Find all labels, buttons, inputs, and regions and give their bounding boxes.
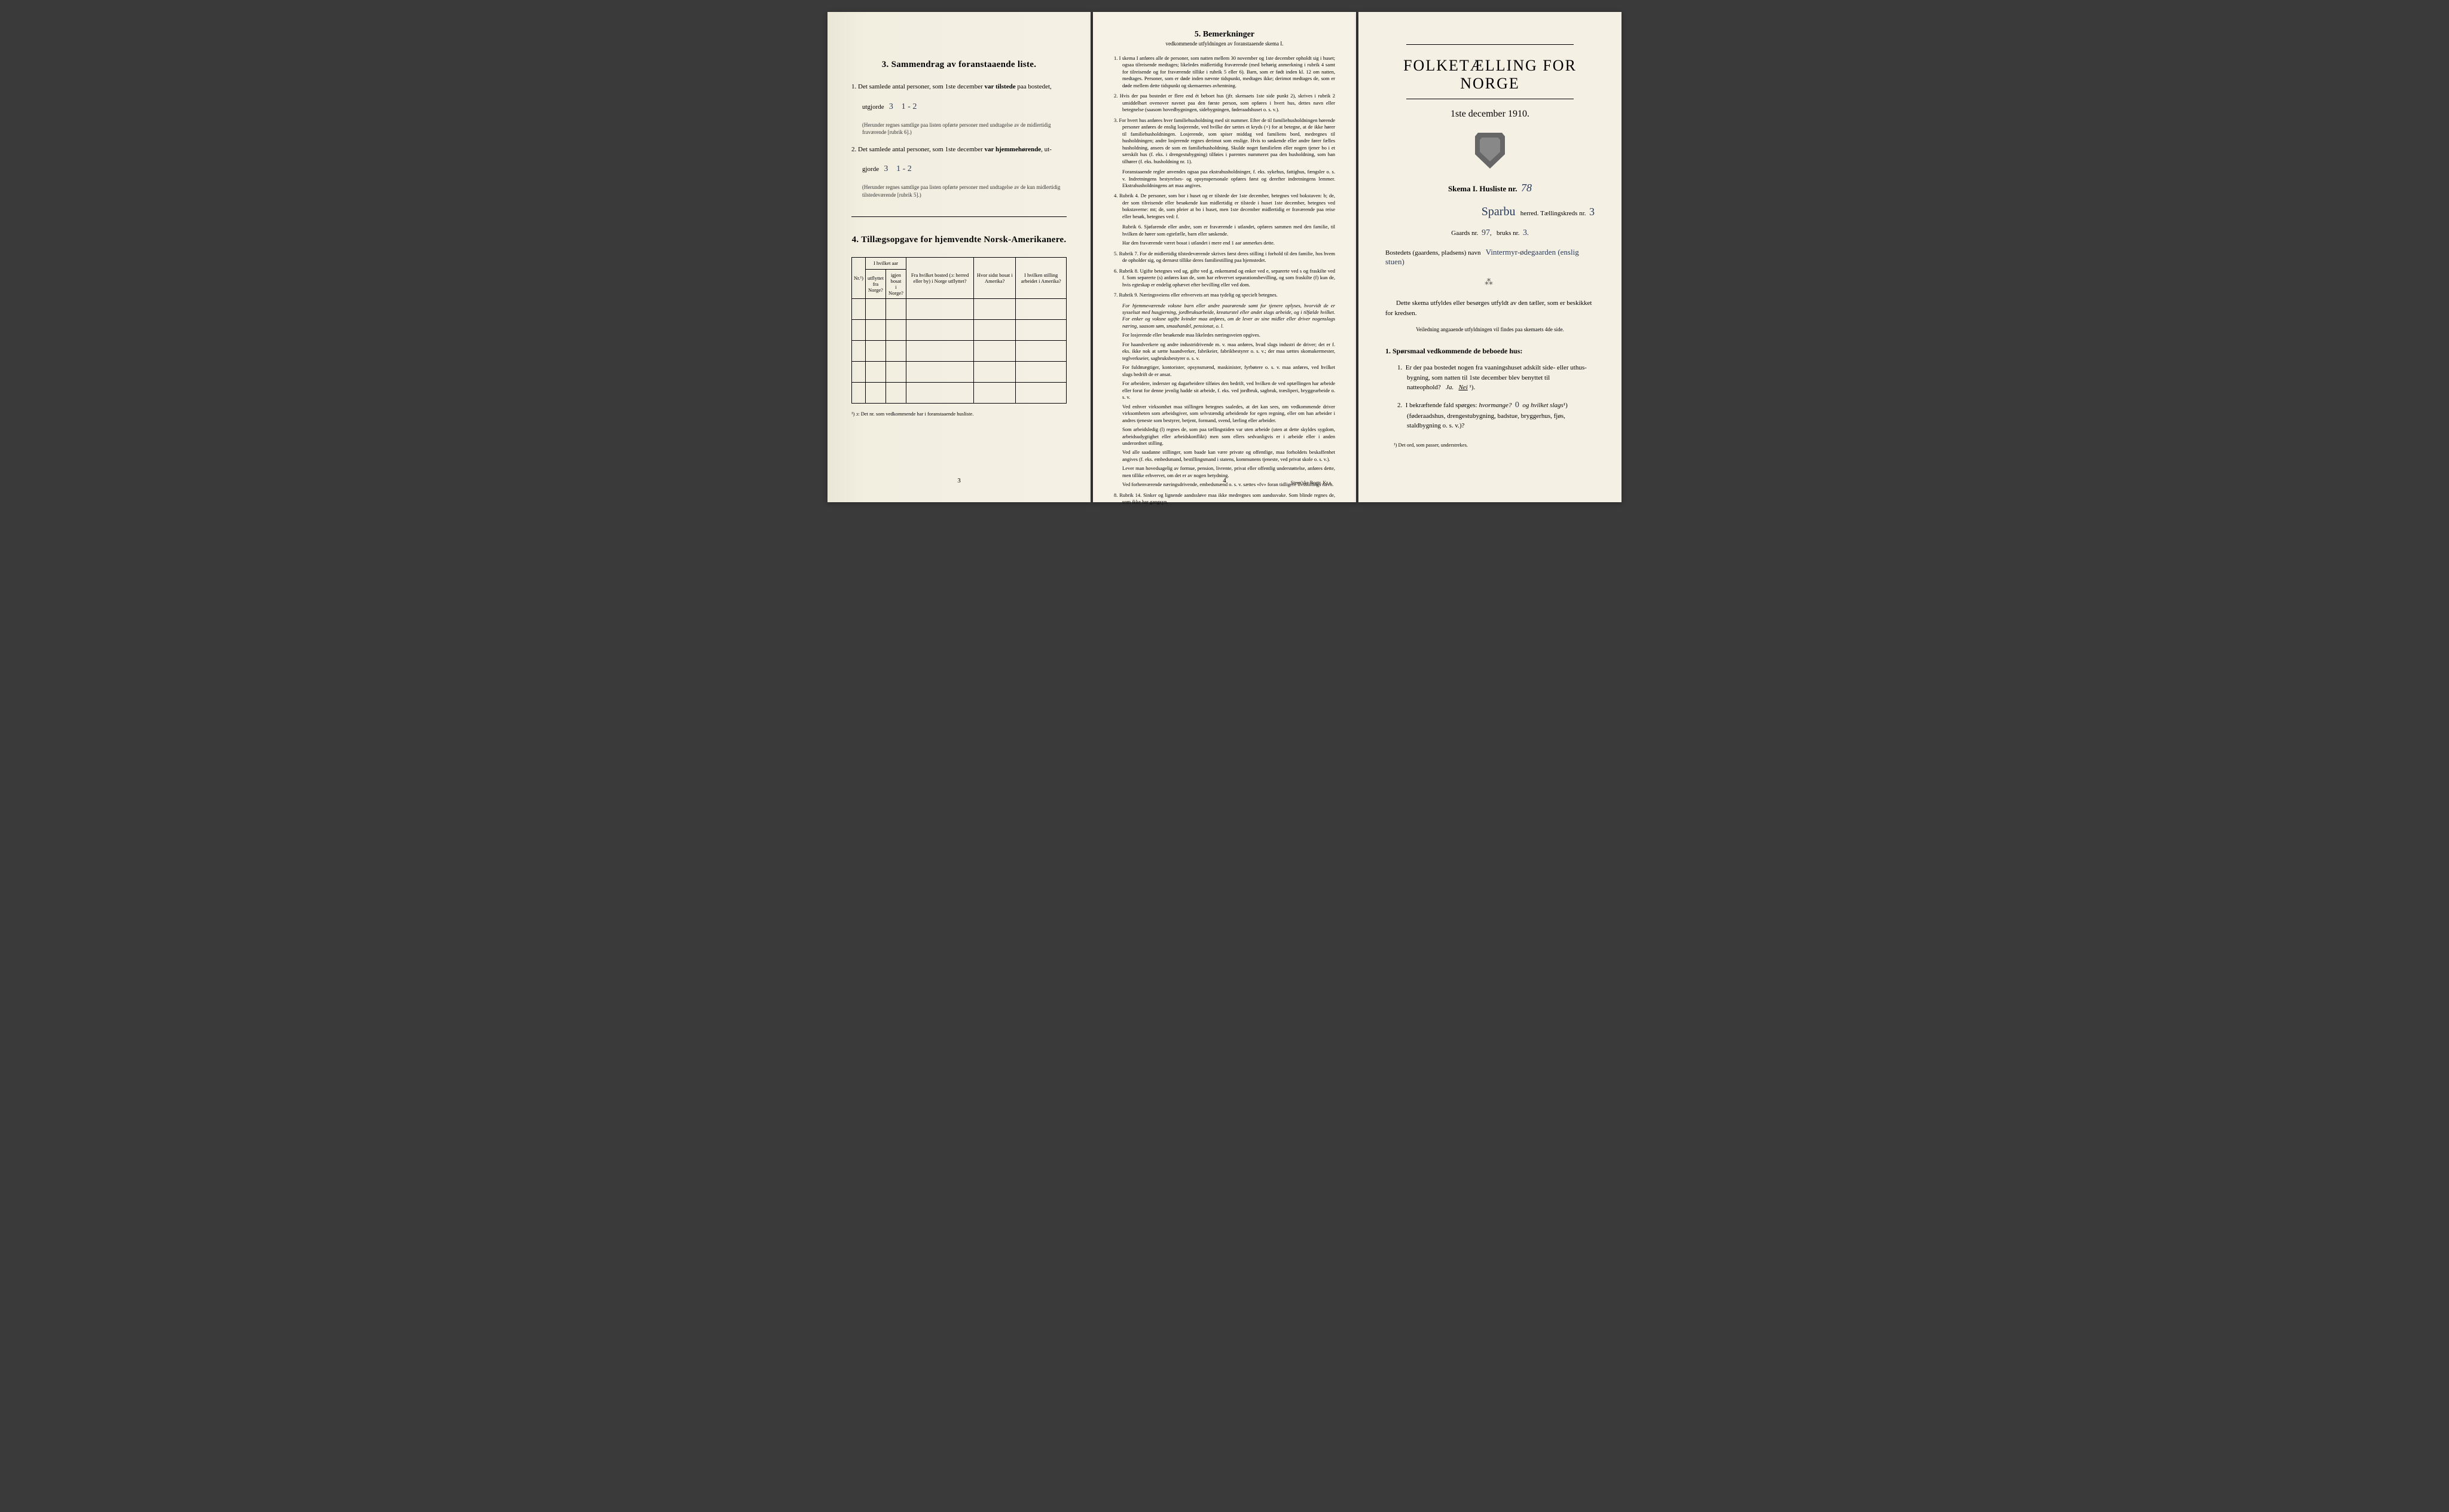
table-row [852,299,1067,320]
remark-2: 2. Hvis der paa bostedet er flere end ét… [1114,93,1335,113]
kreds-nr: 3 [1589,206,1595,218]
remark-1: 1. I skema I anføres alle de personer, s… [1114,55,1335,89]
section-4-heading: 4. Tillægsopgave for hjemvendte Norsk-Am… [851,235,1067,245]
summary-item-2: 2. Det samlede antal personer, som 1ste … [851,145,1067,155]
herred-line: Sparbu herred. Tællingskreds nr. 3 [1385,205,1595,219]
page-1-title: FOLKETÆLLING FOR NORGE 1ste december 191… [1358,12,1622,502]
table-row [852,320,1067,341]
col-aar-header: I hvilket aar [866,258,906,269]
remark-3: 3. For hvert hus anføres hver familiehus… [1114,117,1335,165]
question-1: 1. Er der paa bostedet nogen fra vaaning… [1397,363,1595,393]
right-footnote: ¹) Det ord, som passer, understrekes. [1394,442,1595,448]
gaards-line: Gaards nr. 97, bruks nr. 3. [1385,228,1595,238]
page-4-remarks: 5. Bemerkninger vedkommende utfyldningen… [1093,12,1356,502]
main-title: FOLKETÆLLING FOR NORGE [1385,57,1595,93]
remark-7-sub-e: For arbeidere, inderster og dagarbeidere… [1122,380,1335,401]
remark-8: 8. Rubrik 14. Sinker og lignende aandssl… [1114,492,1335,506]
coat-of-arms-icon [1475,133,1505,169]
question-heading: 1. Spørsmaal vedkommende de beboede hus: [1385,347,1595,356]
census-date: 1ste december 1910. [1385,109,1595,120]
section-3-heading: 3. Sammendrag av foranstaaende liste. [851,60,1067,70]
col-igjen-bosat: igjenbosati Norge? [885,269,906,299]
herred-handwritten: Sparbu [1482,205,1516,218]
printer-mark: Steen'ske Bogtr. Kr.a. [1291,480,1332,485]
handwritten-count-2b: 1 - 2 [896,164,912,173]
col-nr: Nr.¹) [852,258,866,299]
note-2: (Herunder regnes samtlige paa listen opf… [862,184,1067,198]
summary-item-1: 1. Det samlede antal personer, som 1ste … [851,82,1067,92]
divider [851,216,1067,217]
table-row [852,341,1067,362]
handwritten-count-2a: 3 [884,164,888,173]
remark-6: 6. Rubrik 8. Ugifte betegnes ved ug, gif… [1114,268,1335,288]
col-stilling: I hvilken stilling arbeidet i Amerika? [1016,258,1067,299]
bruks-nr: 3 [1523,228,1527,237]
col-amerika-bosat: Hvor sidst bosat i Amerika? [974,258,1016,299]
remark-4-sub-a: Rubrik 6. Sjøfarende eller andre, som er… [1122,224,1335,237]
husliste-nr: 78 [1521,182,1532,194]
table-row [852,383,1067,404]
skema-line: Skema I. Husliste nr. 78 [1385,182,1595,194]
gaards-nr: 97 [1482,228,1490,237]
page-number-3: 3 [827,477,1091,484]
title-rule-top [1406,44,1574,45]
ornament-icon: ⁂ [1385,277,1595,288]
question-2: 2. I bekræftende fald spørges: hvormange… [1397,399,1595,431]
col-bosted: Fra hvilket bosted (ɔ: herred eller by) … [906,258,973,299]
remark-3-sub: Foranstaaende regler anvendes ogsaa paa … [1122,169,1335,189]
remark-7-sub-d: For fuldmægtiger, kontorister, opsynsmæn… [1122,364,1335,378]
handwritten-count-1a: 3 [889,102,893,111]
remark-4: 4. Rubrik 4. De personer, som bor i huse… [1114,193,1335,220]
remark-7-sub-b: For losjerende eller besøkende maa likel… [1122,332,1335,338]
remark-7-sub-f: Ved enhver virksomhet maa stillingen bet… [1122,404,1335,424]
page-3-summary: 3. Sammendrag av foranstaaende liste. 1.… [827,12,1091,502]
remark-7-sub-h: Ved alle saadanne stillinger, som baade … [1122,449,1335,463]
table-footnote: ¹) ɔ: Det nr. som vedkommende har i fora… [851,411,1067,417]
table-row [852,362,1067,383]
q2-count: 0 [1515,401,1519,410]
instruction-small: Veiledning angaaende utfyldningen vil fi… [1385,326,1595,332]
remark-5: 5. Rubrik 7. For de midlertidig tilstede… [1114,251,1335,264]
remarks-heading: 5. Bemerkninger [1114,30,1335,39]
gjorde-line-2: gjorde 3 1 - 2 [862,163,1067,175]
note-1: (Herunder regnes samtlige paa listen opf… [862,121,1067,136]
remark-4-sub-b: Har den fraværende været bosat i utlande… [1122,240,1335,246]
norsk-amerikanere-table: Nr.¹) I hvilket aar Fra hvilket bosted (… [851,257,1067,404]
remark-7-sub-c: For haandverkere og andre industridriven… [1122,341,1335,362]
handwritten-count-1b: 1 - 2 [902,102,917,111]
remarks-subheading: vedkommende utfyldningen av foranstaaend… [1114,41,1335,47]
remark-7: 7. Rubrik 9. Næringsveiens eller erhverv… [1114,292,1335,298]
remark-7-sub-a: For hjemmeværende voksne barn eller andr… [1122,303,1335,330]
utgjorde-line-1: utgjorde 3 1 - 2 [862,100,1067,113]
bostedet-line: Bostedets (gaardens, pladsens) navn Vint… [1385,248,1595,267]
instruction-text: Dette skema utfyldes eller besørges utfy… [1385,298,1595,318]
remark-7-sub-g: Som arbeidsledig (l) regnes de, som paa … [1122,426,1335,447]
col-utflyttet: utflyttetfraNorge? [866,269,886,299]
